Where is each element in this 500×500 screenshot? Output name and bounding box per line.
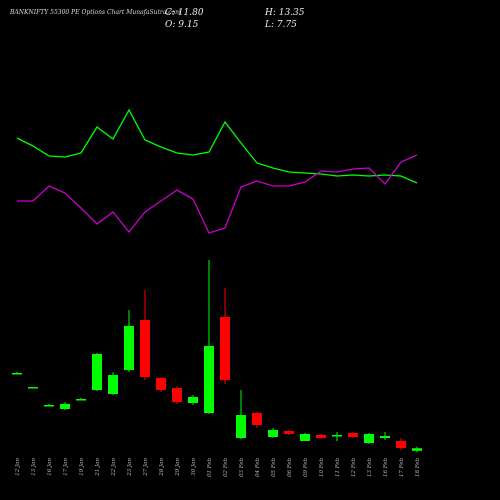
chart-title: BANKNIFTY 55300 PE Options Chart MunafaS… (9, 9, 181, 16)
candle-body (172, 388, 182, 402)
x-tick-label: 16 Feb (383, 458, 389, 478)
candle-body (396, 441, 406, 448)
candle-body (28, 387, 38, 389)
candle-body (12, 373, 22, 375)
x-tick-label: 22 Jan (111, 458, 117, 477)
x-tick-label: 18 Feb (415, 458, 421, 478)
candle-body (220, 317, 230, 380)
x-tick-label: 13 Jan (31, 458, 37, 476)
x-tick-label: 17 Feb (399, 458, 405, 478)
candle-body (364, 434, 374, 443)
x-tick-label: 02 Feb (223, 458, 229, 478)
candle-body (140, 320, 150, 377)
x-tick-label: 03 Feb (239, 458, 245, 478)
candle-body (236, 415, 246, 438)
candle-body (300, 434, 310, 441)
x-tick-label: 10 Feb (319, 458, 325, 478)
x-tick-label: 30 Jan (191, 458, 197, 476)
candle-body (412, 448, 422, 451)
candle-body (284, 431, 294, 434)
candle-body (92, 354, 102, 390)
x-tick-label: 21 Jan (95, 458, 101, 477)
candle-body (60, 404, 70, 409)
x-tick-label: 11 Feb (335, 458, 341, 478)
open-stat: O: 9.15 (165, 20, 199, 30)
x-tick-label: 16 Jan (47, 458, 53, 476)
x-tick-label: 12 Jan (15, 458, 21, 476)
close-stat: C: 11.80 (165, 8, 204, 18)
x-tick-label: 06 Feb (287, 458, 293, 478)
candle-body (204, 346, 214, 413)
candle-body (156, 378, 166, 390)
indicator-line (17, 154, 418, 234)
x-tick-label: 17 Jan (63, 458, 69, 476)
x-tick-label: 29 Jan (175, 458, 181, 477)
x-tick-label: 01 Feb (207, 458, 213, 478)
candle-body (44, 405, 54, 407)
candle-body (316, 435, 326, 438)
high-stat: H: 13.35 (264, 8, 305, 18)
candle-body (124, 326, 134, 370)
candle-body (332, 435, 342, 437)
x-tick-label: 09 Feb (303, 458, 309, 478)
candle-body (188, 397, 198, 403)
x-tick-label: 04 Feb (255, 458, 261, 478)
x-tick-label: 13 Feb (367, 458, 373, 478)
x-tick-label: 28 Jan (159, 458, 165, 477)
candle-body (252, 413, 262, 425)
candle-body (76, 399, 86, 401)
candle-body (108, 375, 118, 394)
candle-body (348, 433, 358, 437)
candle-body (268, 430, 278, 437)
low-stat: L: 7.75 (264, 20, 297, 30)
x-tick-label: 05 Feb (271, 458, 277, 478)
x-tick-label: 23 Jan (127, 458, 133, 477)
indicator-line (16, 108, 418, 184)
x-tick-label: 27 Jan (143, 458, 149, 477)
x-tick-label: 12 Feb (351, 458, 357, 478)
x-tick-label: 19 Jan (79, 458, 85, 476)
candle-body (380, 436, 390, 438)
